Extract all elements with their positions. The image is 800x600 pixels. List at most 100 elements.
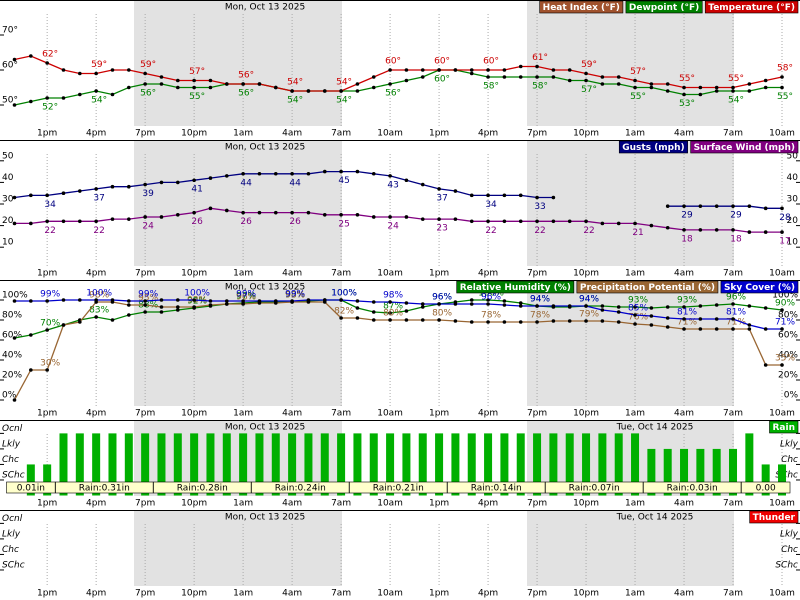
data-label: 17 — [779, 237, 790, 247]
data-point — [469, 302, 474, 306]
x-tick-label: 4pm — [478, 129, 498, 139]
x-tick-label: 1pm — [429, 129, 449, 139]
data-point — [404, 178, 409, 183]
data-point — [110, 92, 115, 97]
x-tick-label: 7pm — [135, 499, 155, 509]
data-label: 82% — [334, 307, 354, 317]
data-point — [355, 213, 360, 217]
data-label: 71% — [726, 318, 746, 328]
data-label: 98% — [285, 291, 305, 301]
x-tick-label: 10pm — [181, 589, 207, 599]
x-tick-label: 10am — [377, 499, 403, 509]
data-point — [143, 215, 147, 219]
data-point — [633, 313, 637, 317]
x-tick-label: 1pm — [37, 269, 57, 279]
data-point — [780, 327, 784, 331]
data-point — [535, 64, 539, 69]
data-point — [747, 82, 752, 86]
data-point — [518, 75, 523, 79]
data-point — [257, 210, 262, 215]
data-label: 26 — [191, 217, 203, 227]
y-tick-label: Lkly — [780, 439, 799, 449]
y-tick-label: 60° — [2, 61, 18, 71]
data-point — [290, 299, 294, 303]
data-point — [747, 230, 752, 234]
data-point — [469, 320, 474, 324]
y-tick-label: 20 — [2, 216, 14, 226]
data-point — [273, 85, 278, 90]
data-label: 96% — [726, 293, 746, 303]
data-point — [763, 363, 768, 367]
data-label: 92% — [187, 297, 207, 307]
data-point — [600, 319, 605, 323]
data-label: 44 — [289, 178, 301, 188]
x-tick-label: 7am — [723, 589, 743, 599]
data-point — [224, 299, 229, 303]
data-point — [241, 210, 245, 215]
y-tick-label: 70° — [2, 26, 18, 36]
data-point — [649, 306, 654, 310]
x-tick-label: 4am — [282, 589, 302, 599]
data-point — [486, 219, 490, 224]
data-point — [469, 71, 474, 76]
x-tick-label: 1am — [625, 589, 645, 599]
bar — [43, 464, 52, 496]
data-point — [176, 298, 180, 302]
data-label: 78% — [481, 311, 501, 321]
data-label: 62° — [42, 50, 58, 60]
data-point — [502, 68, 507, 72]
data-label: 80% — [383, 309, 403, 319]
data-label: 70% — [40, 319, 60, 329]
data-point — [714, 89, 719, 93]
data-point — [388, 68, 392, 72]
data-point — [584, 71, 588, 76]
data-point — [127, 85, 131, 90]
data-point — [306, 171, 311, 176]
data-point — [518, 304, 523, 308]
date-header: Mon, Oct 13 2025 — [225, 143, 305, 153]
x-tick-label: 4am — [282, 409, 302, 419]
data-point — [420, 217, 425, 221]
x-tick-label: 1am — [625, 409, 645, 419]
data-label: 33 — [534, 202, 545, 212]
x-tick-label: 4am — [674, 409, 694, 419]
bar — [467, 433, 476, 496]
data-point — [502, 75, 507, 79]
night-shade — [134, 141, 342, 266]
date-header: Mon, Oct 13 2025 — [225, 513, 305, 523]
data-label: 28 — [779, 213, 791, 223]
data-label: 37 — [93, 193, 104, 203]
data-point — [45, 61, 49, 65]
data-point — [45, 219, 49, 224]
data-point — [649, 223, 654, 228]
data-point — [143, 182, 147, 187]
data-label: 54° — [91, 96, 107, 106]
night-shade — [134, 511, 342, 586]
data-point — [486, 193, 490, 198]
data-point — [143, 303, 147, 307]
bar — [778, 464, 787, 496]
data-label: 93% — [628, 296, 648, 306]
data-point — [453, 217, 458, 221]
data-point — [600, 308, 605, 312]
y-tick-label: 80% — [778, 311, 798, 321]
data-label: 98% — [383, 291, 403, 301]
bar — [337, 433, 346, 496]
data-label: 81% — [677, 308, 697, 318]
x-tick-label: 10am — [377, 269, 403, 279]
data-label: 22 — [583, 226, 594, 236]
bar — [173, 433, 182, 496]
data-point — [241, 299, 245, 303]
data-point — [567, 219, 572, 224]
x-tick-label: 1am — [625, 129, 645, 139]
data-point — [437, 217, 441, 221]
bar — [59, 433, 68, 496]
bar — [108, 433, 117, 496]
y-tick-label: 30 — [2, 195, 14, 205]
data-point — [551, 75, 556, 79]
bar — [418, 433, 427, 496]
data-point — [714, 317, 719, 321]
data-point — [437, 318, 441, 322]
bar — [271, 433, 280, 496]
x-tick-label: 7pm — [135, 269, 155, 279]
